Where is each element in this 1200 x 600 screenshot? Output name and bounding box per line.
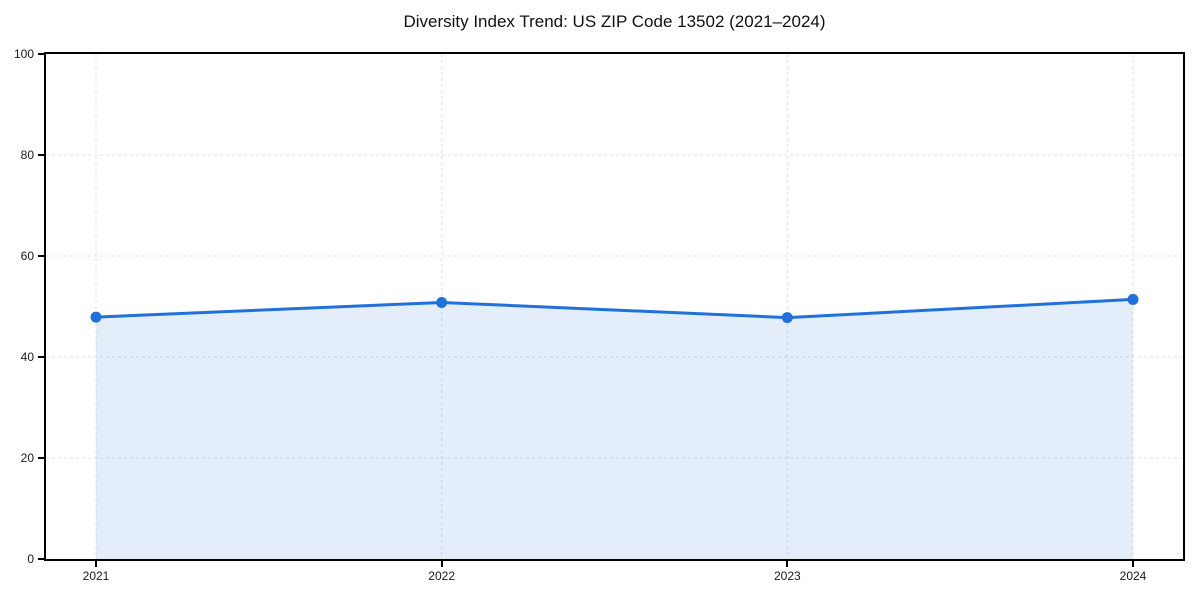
y-tick-label: 60 (20, 249, 34, 263)
x-tick-mark (440, 561, 443, 567)
data-point-marker (781, 312, 793, 324)
data-point-marker (90, 311, 102, 323)
y-tick-label: 80 (20, 148, 34, 162)
chart-canvas (46, 54, 1183, 559)
plot-area (44, 52, 1185, 561)
y-tick-mark (38, 154, 44, 156)
data-point-marker (436, 296, 448, 308)
y-tick-mark (38, 53, 44, 55)
series-line (94, 297, 1135, 320)
y-tick-label: 20 (20, 451, 34, 465)
x-tick-mark (786, 561, 789, 567)
y-tick-mark (38, 558, 44, 560)
x-tick-mark (1132, 561, 1134, 567)
y-tick-mark (38, 356, 44, 358)
x-tick-label: 2022 (428, 569, 455, 583)
y-tick-label: 40 (20, 350, 34, 364)
x-tick-label: 2023 (773, 569, 801, 583)
y-tick-mark (38, 457, 44, 459)
chart-title: Diversity Index Trend: US ZIP Code 13502… (403, 12, 826, 31)
series-area-fill (96, 299, 1133, 559)
x-tick-label: 2021 (82, 569, 110, 583)
y-tick-mark (38, 255, 44, 257)
data-point-marker (1127, 293, 1139, 305)
y-tick-label: 100 (13, 47, 34, 61)
x-tick-label: 2024 (1119, 569, 1147, 583)
x-tick-mark (95, 561, 97, 567)
y-tick-label: 0 (27, 552, 34, 566)
